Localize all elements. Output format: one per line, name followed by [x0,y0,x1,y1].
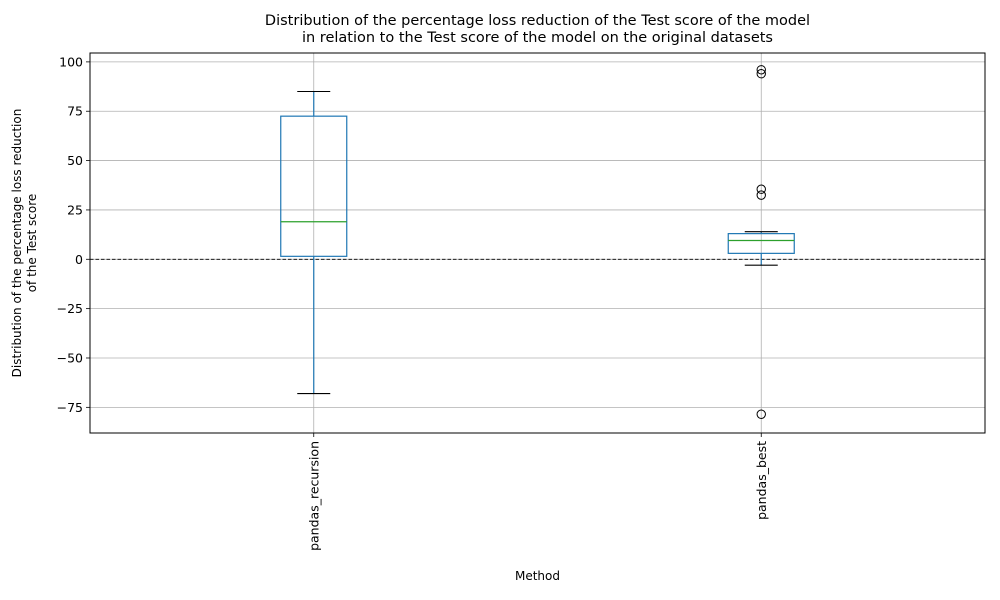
y-tick-label: −50 [57,350,83,365]
y-axis-label-line-2: of the Test score [25,193,39,293]
y-tick-label: 0 [75,252,83,267]
y-tick-label: 25 [67,202,83,217]
outlier-point [756,69,766,79]
boxes-layer [280,65,795,419]
box-pandas_best [727,65,795,419]
y-tick-label: 75 [67,104,83,119]
box-pandas_recursion [280,90,348,395]
y-axis-label: Distribution of the percentage loss redu… [10,73,46,413]
grid-layer [90,53,985,433]
chart-title-line-2: in relation to the Test score of the mod… [301,30,773,46]
outlier-point [756,409,766,419]
box-iqr [727,233,795,254]
axes-frame [89,52,986,434]
outlier-point [756,190,766,200]
y-axis-label-line-1: Distribution of the percentage loss redu… [10,108,24,378]
x-tick-label: pandas_best [754,441,769,520]
y-tick-label: 50 [67,153,83,168]
axes-layer: 100 75 50 25 0 −25 −50 −75 pandas_recursion panda… [57,52,986,551]
chart-title-line-1: Distribution of the percentage loss redu… [264,13,811,29]
y-tick-label: −25 [57,301,83,316]
box-iqr [280,115,348,257]
x-tick-label: pandas_recursion [306,441,321,551]
y-tick-label: −75 [57,400,83,415]
x-axis-label: Method [514,569,560,583]
outlier-point [756,184,766,194]
outlier-point [756,65,766,75]
y-tick-label: 100 [59,54,83,69]
